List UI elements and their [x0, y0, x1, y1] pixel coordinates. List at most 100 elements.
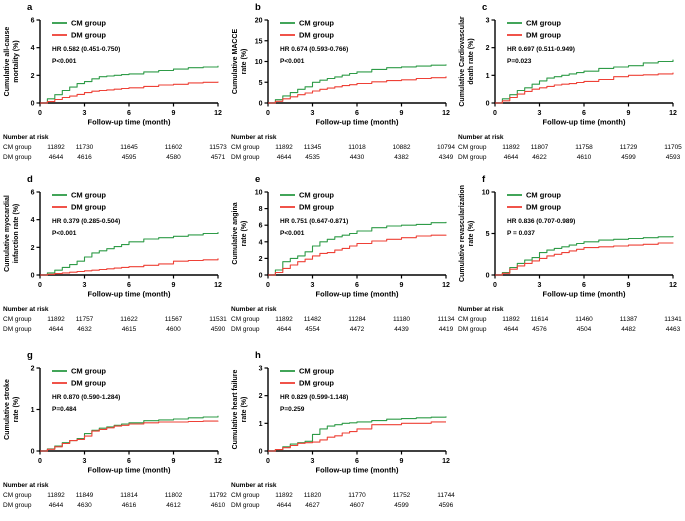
number-at-risk-heading: Number at risk [231, 482, 277, 489]
risk-count: 11284 [348, 316, 366, 323]
legend-label-dm: DM group [526, 203, 561, 212]
y-axis-label-line: Cumulative all-cause [4, 27, 11, 97]
risk-count: 11573 [209, 144, 227, 151]
risk-count: 11892 [275, 492, 293, 499]
risk-count: 11807 [531, 144, 549, 151]
x-tick-label: 3 [83, 458, 87, 465]
panel-letter: g [27, 350, 33, 361]
risk-count: 11730 [76, 144, 94, 151]
risk-count: 4644 [277, 502, 292, 509]
x-tick-label: 3 [538, 282, 542, 289]
hazard-ratio-text: HR 0.582 (0.451-0.750) [52, 46, 120, 53]
legend-label-cm: CM group [299, 367, 334, 376]
x-axis-label: Follow-up time (month) [543, 290, 626, 299]
number-at-risk-heading: Number at risk [3, 306, 49, 313]
y-tick-label: 0 [31, 449, 35, 456]
hazard-ratio-text: HR 0.829 (0.599-1.148) [280, 394, 348, 401]
risk-count: 4439 [394, 326, 409, 333]
curve-dm [495, 72, 674, 104]
number-at-risk-heading: Number at risk [231, 306, 277, 313]
x-axis-label: Follow-up time (month) [316, 290, 399, 299]
risk-count: 11892 [47, 144, 65, 151]
y-axis-label-line: Cumulative stroke [4, 379, 11, 440]
risk-row-label: DM group [3, 502, 32, 509]
number-at-risk-heading: Number at risk [3, 482, 49, 489]
y-tick-label: 5 [486, 231, 490, 238]
x-tick-label: 3 [311, 282, 315, 289]
risk-row-label: DM group [458, 326, 487, 333]
y-tick-label: 20 [255, 18, 263, 25]
legend-label-cm: CM group [299, 191, 334, 200]
x-tick-label: 6 [355, 110, 359, 117]
risk-count: 4463 [666, 326, 681, 333]
panel-letter: d [27, 174, 33, 185]
risk-count: 11892 [47, 316, 65, 323]
y-axis-label-line: Cumulative angina [232, 202, 239, 264]
x-tick-label: 6 [127, 282, 131, 289]
panel-b-chart: b 0 5 10 15 20 0 3 6 9 12 Cumulative MACCE rate (%) F… [231, 2, 455, 161]
panel-e-chart: e 0 2 4 6 8 10 0 3 6 9 12 Cumulative angina rate (%) F… [231, 174, 455, 333]
x-axis-label: Follow-up time (month) [88, 466, 171, 475]
y-tick-label: 2 [31, 73, 35, 80]
risk-row-label: CM group [231, 144, 260, 151]
y-axis-label-line: infarction rate (%) [13, 204, 20, 264]
risk-count: 11744 [437, 492, 455, 499]
risk-count: 11820 [304, 492, 322, 499]
risk-count: 4593 [666, 154, 681, 161]
y-axis-label-line: mortality (%) [13, 40, 20, 82]
legend-label-dm: DM group [299, 203, 334, 212]
risk-count: 4627 [305, 502, 320, 509]
y-tick-label: 2 [259, 393, 263, 400]
curve-cm [40, 65, 219, 104]
risk-row-label: CM group [458, 144, 487, 151]
x-tick-label: 9 [627, 282, 631, 289]
risk-row-label: CM group [231, 492, 260, 499]
legend-label-dm: DM group [71, 31, 106, 40]
curve-dm [268, 76, 447, 104]
risk-row-label: CM group [3, 492, 32, 499]
risk-count: 4644 [504, 154, 519, 161]
y-tick-label: 2 [259, 256, 263, 263]
risk-count: 4630 [77, 502, 92, 509]
risk-count: 4554 [305, 326, 320, 333]
x-tick-label: 3 [311, 458, 315, 465]
curve-cm [495, 59, 674, 104]
x-tick-label: 12 [669, 110, 677, 117]
x-tick-label: 0 [266, 282, 270, 289]
hazard-ratio-text: HR 0.674 (0.593-0.766) [280, 46, 348, 53]
y-tick-label: 0 [259, 273, 263, 280]
y-tick-label: 0 [486, 273, 490, 280]
x-tick-label: 9 [172, 458, 176, 465]
panel-c: c 0 1 2 3 0 3 6 9 12 Cumulative Cardiovascular deat… [455, 0, 685, 172]
risk-count: 4644 [277, 154, 292, 161]
risk-row-label: CM group [3, 144, 32, 151]
curve-dm [40, 420, 219, 452]
p-value-text: P<0.001 [52, 58, 77, 65]
number-at-risk-heading: Number at risk [231, 134, 277, 141]
y-tick-label: 6 [31, 18, 35, 25]
risk-count: 11482 [304, 316, 322, 323]
panel-a-chart: a 0 2 4 6 0 3 6 9 12 Cumulative all-cause mortality… [3, 2, 227, 161]
risk-count: 4580 [166, 154, 181, 161]
y-tick-label: 15 [255, 38, 263, 45]
y-tick-label: 1 [486, 73, 490, 80]
x-tick-label: 0 [493, 282, 497, 289]
risk-row-label: DM group [3, 154, 32, 161]
x-tick-label: 12 [669, 282, 677, 289]
risk-count: 4595 [122, 154, 137, 161]
risk-count: 4616 [77, 154, 92, 161]
risk-count: 11849 [76, 492, 94, 499]
legend-label-dm: DM group [526, 31, 561, 40]
risk-count: 4615 [122, 326, 137, 333]
panel-a: a 0 2 4 6 0 3 6 9 12 Cumulative all-cause mortality… [0, 0, 228, 172]
panel-letter: e [255, 174, 260, 185]
x-tick-label: 3 [311, 110, 315, 117]
y-tick-label: 2 [31, 245, 35, 252]
risk-count: 11387 [620, 316, 638, 323]
x-tick-label: 12 [442, 458, 450, 465]
risk-count: 11814 [120, 492, 138, 499]
y-axis-label-line: Cumulative myocardial [4, 195, 11, 272]
x-tick-label: 12 [442, 110, 450, 117]
panel-letter: b [255, 2, 261, 13]
risk-count: 11180 [393, 316, 410, 323]
